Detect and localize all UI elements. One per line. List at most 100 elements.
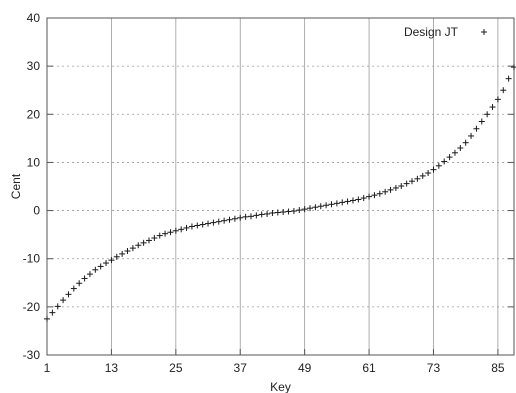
data-point	[247, 213, 254, 220]
data-point	[258, 211, 265, 218]
data-point	[446, 154, 453, 161]
data-point	[135, 242, 142, 249]
x-axis-label: Key	[270, 380, 291, 393]
data-point	[500, 87, 507, 94]
data-point	[511, 64, 516, 71]
y-tick-label: -20	[23, 300, 41, 314]
data-point	[269, 209, 276, 216]
data-point	[317, 203, 324, 210]
data-point	[60, 297, 67, 304]
data-point	[231, 215, 238, 222]
grid-layer	[47, 18, 514, 355]
data-point	[156, 232, 163, 239]
data-point	[468, 132, 475, 139]
data-point	[409, 178, 416, 185]
x-tick-label: 25	[169, 361, 183, 375]
data-point	[494, 96, 501, 103]
data-point	[183, 224, 190, 231]
data-point	[76, 280, 83, 287]
data-point	[86, 271, 93, 278]
data-point	[221, 217, 228, 224]
data-point	[301, 206, 308, 213]
plot-frame	[46, 17, 515, 356]
data-point	[473, 125, 480, 132]
data-point	[376, 190, 383, 197]
data-point	[54, 303, 61, 310]
data-point	[81, 275, 88, 282]
y-tick-label: -30	[23, 348, 41, 362]
data-point	[119, 250, 126, 257]
y-tick-label: 30	[27, 59, 41, 73]
data-point	[44, 315, 50, 322]
legend: Design JT	[404, 25, 487, 39]
data-point	[451, 149, 458, 156]
series-design-jt	[44, 64, 516, 322]
data-point	[264, 210, 271, 217]
data-point	[178, 226, 185, 233]
data-point	[355, 196, 362, 203]
data-point	[457, 144, 464, 151]
data-point	[274, 209, 281, 216]
y-tick-label: 20	[27, 107, 41, 121]
x-tick-label: 13	[105, 361, 119, 375]
x-tick-label: 73	[427, 361, 441, 375]
data-point	[296, 207, 303, 214]
data-point	[290, 208, 297, 215]
data-point	[140, 239, 147, 246]
data-point	[366, 193, 373, 200]
y-tick-label: 10	[27, 155, 41, 169]
data-point	[253, 212, 260, 219]
data-point	[108, 257, 115, 264]
data-point	[280, 209, 287, 216]
data-point	[484, 111, 491, 118]
data-point	[162, 230, 169, 237]
data-point	[339, 199, 346, 206]
data-point	[70, 285, 77, 292]
data-point	[65, 291, 72, 298]
data-point	[188, 223, 195, 230]
data-point	[97, 263, 104, 270]
data-point	[371, 192, 378, 199]
data-point	[505, 75, 512, 82]
data-point	[124, 248, 131, 255]
data-point	[49, 309, 56, 316]
y-tick-label: 0	[33, 204, 40, 218]
data-point	[462, 139, 469, 146]
data-point	[285, 208, 292, 215]
data-point	[199, 221, 206, 228]
y-tick-label: 40	[27, 11, 41, 25]
data-point	[145, 237, 152, 244]
data-point	[151, 235, 158, 242]
data-point	[425, 170, 432, 177]
data-point	[398, 183, 405, 190]
data-point	[323, 202, 330, 209]
data-point	[489, 104, 496, 111]
x-tick-label: 61	[362, 361, 376, 375]
data-point	[113, 253, 120, 260]
data-point	[237, 214, 244, 221]
data-point	[129, 245, 136, 252]
y-axis-label: Cent	[9, 173, 23, 199]
x-tick-label: 37	[234, 361, 248, 375]
x-axis-ticks: 1 13 25 37 49 61 73 85	[44, 349, 505, 375]
data-point	[414, 175, 421, 182]
data-point	[403, 180, 410, 187]
data-point	[328, 201, 335, 208]
data-point	[392, 184, 399, 191]
data-point	[387, 186, 394, 193]
legend-marker	[481, 29, 487, 35]
data-point	[430, 166, 437, 173]
data-point	[103, 260, 110, 267]
data-point	[435, 162, 442, 169]
data-point	[382, 188, 389, 195]
data-point	[360, 195, 367, 202]
data-point	[344, 198, 351, 205]
y-tick-label: -10	[23, 252, 41, 266]
data-point	[92, 266, 99, 273]
x-tick-label: 1	[44, 361, 51, 375]
data-point	[419, 172, 426, 179]
data-point	[333, 200, 340, 207]
data-point	[312, 204, 319, 211]
data-point	[210, 219, 217, 226]
